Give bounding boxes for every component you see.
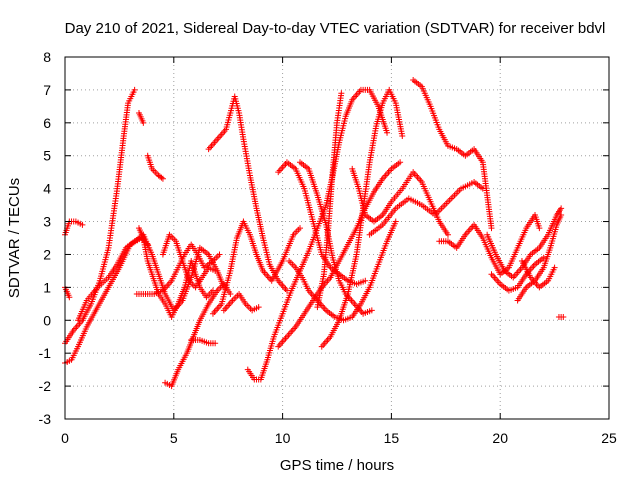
data-point-marker [140, 119, 147, 126]
data-point-marker [66, 294, 73, 301]
series-track-26 [436, 211, 543, 278]
series-track-14 [209, 218, 304, 317]
y-tick-label: 3 [43, 214, 51, 230]
series-track-13 [205, 93, 290, 294]
data-point-marker [158, 174, 165, 181]
series-track-15 [220, 290, 262, 314]
series-track-28 [488, 254, 547, 294]
y-tick-label: 7 [43, 82, 51, 98]
data-point-marker [551, 264, 558, 271]
data-point-marker [212, 267, 219, 274]
series-track-12 [188, 337, 219, 347]
y-tick-label: -3 [39, 411, 52, 427]
series-track-19 [297, 159, 375, 317]
data-point-marker [212, 340, 219, 347]
data-point-marker [297, 225, 304, 232]
series-track-16 [244, 86, 391, 383]
series-track-8 [135, 225, 216, 320]
x-tick-label: 20 [492, 430, 508, 446]
series-track-20 [275, 159, 369, 288]
series-track-27 [484, 205, 565, 281]
x-axis-label: GPS time / hours [280, 457, 394, 474]
y-tick-label: 8 [43, 49, 51, 65]
x-tick-label: 25 [601, 430, 617, 446]
series-track-11 [162, 281, 234, 390]
data-point-marker [540, 254, 547, 261]
series-track-23 [349, 165, 451, 238]
series-track-2 [62, 86, 138, 347]
series-track-4 [62, 284, 73, 301]
plot-markers [62, 77, 567, 390]
y-tick-label: 1 [43, 279, 51, 295]
y-tick-label: 5 [43, 148, 51, 164]
data-point-marker [397, 159, 404, 166]
data-point-marker [399, 132, 406, 139]
series-track-24 [366, 179, 486, 238]
series-track-18 [286, 218, 399, 324]
y-axis-label: SDTVAR / TECUs [6, 178, 23, 298]
y-tick-label: 4 [43, 181, 51, 197]
data-point-marker [131, 86, 138, 93]
series-track-22 [318, 86, 406, 350]
series-track-10 [159, 231, 219, 291]
data-point-marker [227, 290, 234, 297]
chart-title: Day 210 of 2021, Sidereal Day-to-day VTE… [65, 20, 606, 37]
data-point-marker [216, 251, 223, 258]
data-point-marker [338, 90, 345, 97]
data-point-marker [368, 307, 375, 314]
series-track-7 [144, 152, 166, 182]
x-tick-label: 10 [275, 430, 291, 446]
series-track-21 [314, 90, 345, 311]
x-tick-label: 5 [170, 430, 178, 446]
y-tick-label: 0 [43, 312, 51, 328]
data-point-marker [362, 277, 369, 284]
y-tick-label: -1 [39, 345, 52, 361]
plot-frame [64, 56, 610, 420]
y-tick-label: 2 [43, 246, 51, 262]
data-point-marker [560, 313, 567, 320]
series-track-29 [514, 211, 565, 304]
series-track-6 [135, 109, 147, 126]
data-point-marker [558, 211, 565, 218]
data-point-marker [536, 225, 543, 232]
data-point-marker [444, 231, 451, 238]
data-point-marker [384, 129, 391, 136]
series-track-9 [133, 241, 223, 297]
series-track-31 [555, 313, 567, 320]
x-tick-label: 0 [61, 430, 69, 446]
series-track-25 [410, 77, 495, 232]
series-track-30 [518, 258, 558, 291]
data-point-marker [488, 225, 495, 232]
y-tick-label: 6 [43, 115, 51, 131]
axis-ticks: 0 5 10 15 20 25 -3 -2 -1 0 1 2 3 4 5 6 7 8 [39, 49, 617, 446]
data-point-marker [392, 218, 399, 225]
y-tick-label: -2 [39, 378, 52, 394]
data-point-marker [558, 205, 565, 212]
data-point-marker [255, 304, 262, 311]
series-track-17 [275, 159, 404, 350]
grid [65, 57, 609, 419]
data-point-marker [79, 221, 86, 228]
data-point-marker [159, 175, 166, 182]
x-tick-label: 15 [384, 430, 400, 446]
